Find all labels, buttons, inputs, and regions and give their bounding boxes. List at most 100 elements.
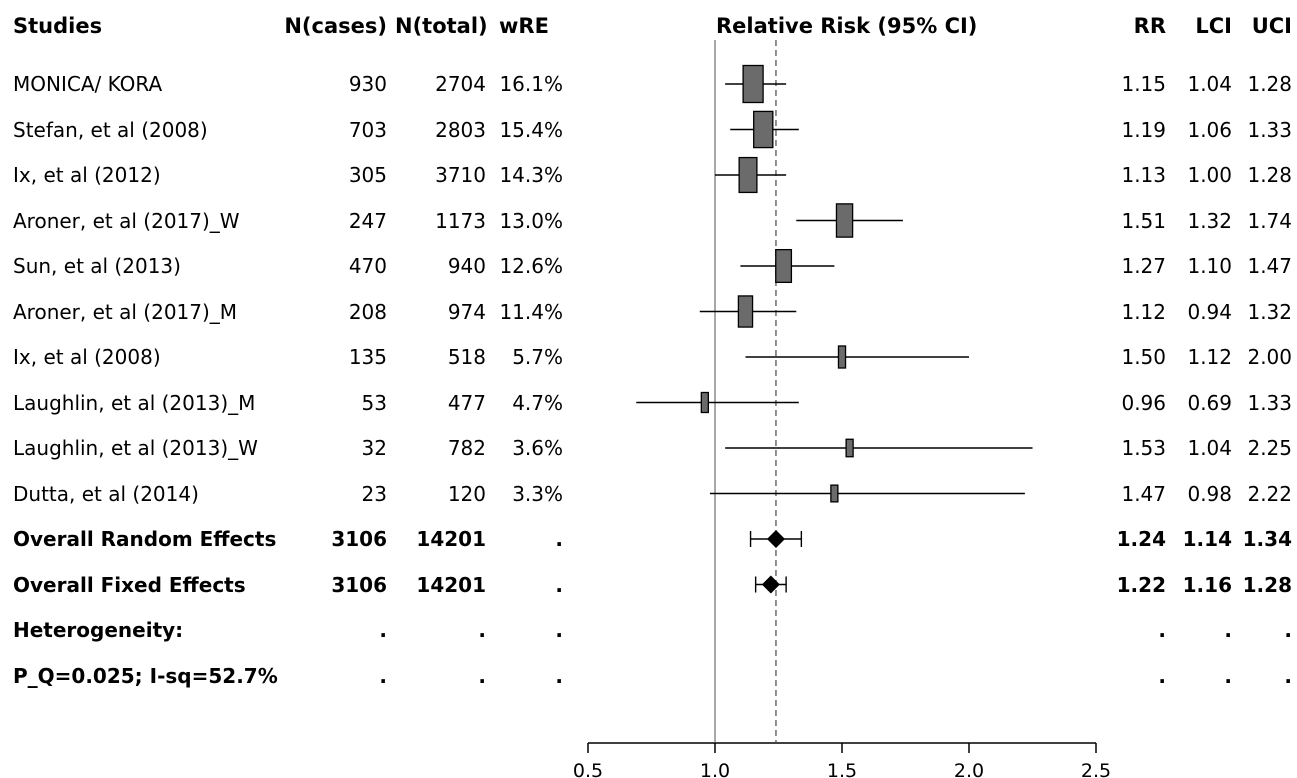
cell-wre: . [555, 663, 563, 688]
cell-wre: . [555, 618, 563, 642]
header-studies: Studies [13, 14, 103, 38]
cell-rr: 1.12 [1121, 299, 1166, 324]
study-box [753, 110, 774, 149]
cell-ncases: 703 [348, 117, 387, 142]
cell-uci: . [1284, 663, 1292, 688]
cell-rr: 1.53 [1121, 436, 1166, 460]
cell-lci: 1.12 [1187, 345, 1232, 369]
cell-study: Overall Fixed Effects [13, 572, 246, 597]
cell-ncases: 53 [361, 390, 387, 415]
cell-wre: 3.6% [512, 436, 563, 460]
header-lci: LCI [1195, 14, 1232, 38]
study-box [700, 391, 709, 414]
cell-rr: 1.22 [1116, 572, 1166, 597]
cell-ntotal: . [478, 618, 486, 642]
study-box [830, 484, 839, 503]
cell-ntotal: 974 [447, 299, 486, 324]
summary-diamond [766, 530, 785, 548]
header-ncases: N(cases) [284, 14, 387, 38]
cell-wre: . [555, 527, 563, 551]
cell-ntotal: . [478, 663, 486, 688]
cell-study: Aroner, et al (2017)_W [13, 208, 240, 233]
cell-rr: 1.15 [1121, 72, 1166, 96]
cell-ntotal: 1173 [435, 208, 486, 233]
cell-ncases: 470 [348, 254, 387, 278]
cell-uci: 1.28 [1247, 163, 1292, 187]
cell-lci: 1.16 [1182, 572, 1232, 597]
cell-ncases: 208 [348, 299, 387, 324]
study-box [738, 156, 758, 194]
cell-study: P_Q=0.025; I-sq=52.7% [13, 663, 278, 688]
cell-wre: . [555, 572, 563, 597]
cell-lci: . [1224, 663, 1232, 688]
study-box [835, 203, 854, 238]
cell-ncases: 135 [348, 345, 387, 369]
summary-diamond [761, 575, 780, 594]
cell-rr: . [1158, 663, 1166, 688]
cell-lci: 1.04 [1187, 436, 1232, 460]
cell-uci: 2.22 [1247, 481, 1292, 506]
cell-study: Heterogeneity: [13, 618, 184, 642]
cell-lci: 1.10 [1187, 254, 1232, 278]
header-rr: RR [1133, 14, 1166, 38]
cell-lci: 1.32 [1187, 208, 1232, 233]
header-uci: UCI [1251, 14, 1292, 38]
cell-rr: 1.51 [1121, 208, 1166, 233]
cell-ntotal: 782 [447, 436, 486, 460]
cell-rr: 1.27 [1121, 254, 1166, 278]
cell-ncases: . [379, 663, 387, 688]
cell-ncases: 3106 [331, 527, 387, 551]
cell-wre: 3.3% [512, 481, 563, 506]
cell-ntotal: 477 [447, 390, 486, 415]
cell-uci: . [1284, 618, 1292, 642]
cell-wre: 11.4% [499, 299, 563, 324]
cell-ncases: 930 [348, 72, 387, 96]
cell-lci: 0.69 [1187, 390, 1232, 415]
cell-rr: 1.13 [1121, 163, 1166, 187]
cell-uci: 1.33 [1247, 117, 1292, 142]
cell-ncases: 247 [348, 208, 387, 233]
cell-uci: 1.33 [1247, 390, 1292, 415]
cell-study: Aroner, et al (2017)_M [13, 299, 238, 324]
study-box [742, 64, 764, 104]
cell-ncases: 305 [348, 163, 387, 187]
cell-rr: 1.19 [1121, 117, 1166, 142]
cell-uci: 2.25 [1247, 436, 1292, 460]
x-tick-label: 1.5 [827, 760, 857, 778]
cell-ncases: 3106 [331, 572, 387, 597]
header-ntotal: N(total) [395, 14, 488, 38]
cell-uci: 1.32 [1247, 299, 1292, 324]
x-tick-label: 2.5 [1081, 760, 1111, 778]
cell-lci: 0.98 [1187, 481, 1232, 506]
cell-study: MONICA/ KORA [13, 72, 163, 96]
cell-ntotal: 940 [447, 254, 486, 278]
cell-ntotal: 2803 [435, 117, 486, 142]
x-tick-label: 0.5 [573, 760, 603, 778]
cell-study: Dutta, et al (2014) [13, 481, 199, 506]
cell-wre: 12.6% [499, 254, 563, 278]
cell-uci: 1.74 [1247, 208, 1292, 233]
cell-lci: 1.06 [1187, 117, 1232, 142]
cell-rr: 0.96 [1121, 390, 1166, 415]
cell-lci: 0.94 [1187, 299, 1232, 324]
cell-wre: 14.3% [499, 163, 563, 187]
cell-lci: 1.04 [1187, 72, 1232, 96]
cell-ntotal: 14201 [416, 527, 486, 551]
cell-wre: 16.1% [499, 72, 563, 96]
header-wre: wRE [499, 14, 549, 38]
cell-study: Sun, et al (2013) [13, 254, 181, 278]
study-box [845, 438, 854, 458]
cell-study: Overall Random Effects [13, 527, 277, 551]
header-plot-title: Relative Risk (95% CI) [716, 14, 978, 38]
cell-rr: 1.47 [1121, 481, 1166, 506]
cell-wre: 15.4% [499, 117, 563, 142]
cell-study: Ix, et al (2012) [13, 163, 161, 187]
cell-rr: 1.50 [1121, 345, 1166, 369]
cell-wre: 5.7% [512, 345, 563, 369]
cell-ntotal: 3710 [435, 163, 486, 187]
cell-ncases: . [379, 618, 387, 642]
cell-study: Laughlin, et al (2013)_M [13, 390, 256, 415]
cell-study: Laughlin, et al (2013)_W [13, 436, 258, 460]
cell-ntotal: 2704 [435, 72, 486, 96]
